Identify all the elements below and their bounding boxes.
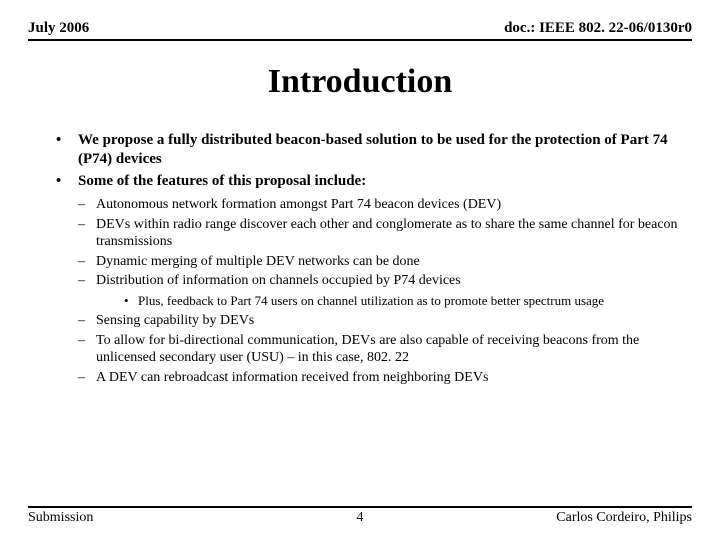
footer-page-number: 4 bbox=[28, 510, 692, 526]
bullet-item: Some of the features of this proposal in… bbox=[56, 172, 692, 191]
bullet-item: Autonomous network formation amongst Par… bbox=[78, 196, 692, 214]
slide-footer: Submission 4 Carlos Cordeiro, Philips bbox=[28, 506, 692, 526]
bullet-text: Distribution of information on channels … bbox=[96, 273, 461, 288]
bullet-list-level1: We propose a fully distributed beacon-ba… bbox=[28, 131, 692, 190]
bullet-list-level3: Plus, feedback to Part 74 users on chann… bbox=[96, 293, 692, 309]
bullet-item: Plus, feedback to Part 74 users on chann… bbox=[124, 293, 692, 309]
bullet-item: A DEV can rebroadcast information receiv… bbox=[78, 369, 692, 387]
bullet-item: Dynamic merging of multiple DEV networks… bbox=[78, 253, 692, 271]
header-date: July 2006 bbox=[28, 20, 89, 37]
slide-title: Introduction bbox=[28, 63, 692, 101]
bullet-item: Distribution of information on channels … bbox=[78, 272, 692, 309]
header-doc-id: doc.: IEEE 802. 22-06/0130r0 bbox=[504, 20, 692, 37]
bullet-item: To allow for bi-directional communicatio… bbox=[78, 332, 692, 367]
slide-header: July 2006 doc.: IEEE 802. 22-06/0130r0 bbox=[28, 20, 692, 41]
bullet-item: Sensing capability by DEVs bbox=[78, 312, 692, 330]
bullet-item: We propose a fully distributed beacon-ba… bbox=[56, 131, 692, 169]
slide-body: We propose a fully distributed beacon-ba… bbox=[28, 131, 692, 386]
bullet-item: DEVs within radio range discover each ot… bbox=[78, 216, 692, 251]
bullet-list-level2: Autonomous network formation amongst Par… bbox=[28, 196, 692, 386]
